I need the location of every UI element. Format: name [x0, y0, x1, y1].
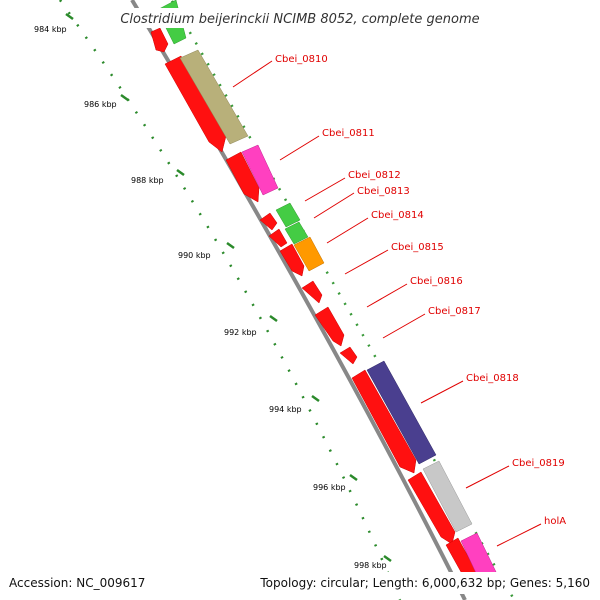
- feature-olive: [179, 49, 249, 145]
- accession-text: Accession: NC_009617: [9, 576, 145, 590]
- tick-label-990: 990 kbp: [178, 251, 211, 260]
- tick-label-988: 988 kbp: [131, 176, 164, 185]
- cds-feature: [351, 369, 417, 474]
- cds-feature: [150, 27, 169, 53]
- feature-purple: [366, 360, 437, 465]
- gene-label-cbei-0810[interactable]: Cbei_0810: [275, 54, 328, 65]
- gene-label-cbei-0812[interactable]: Cbei_0812: [348, 170, 401, 181]
- cds-feature: [225, 151, 260, 203]
- cds-feature: [301, 280, 323, 304]
- title-background: [108, 8, 494, 28]
- cds-feature: [268, 228, 288, 248]
- map-title: Clostridium beijerinckii NCIMB 8052, com…: [120, 12, 479, 27]
- gene-label-cbei-0814[interactable]: Cbei_0814: [371, 210, 424, 221]
- feature-green-2: [284, 221, 309, 245]
- cds-feature: [259, 212, 278, 231]
- gene-label-cbei-0818[interactable]: Cbei_0818: [466, 373, 519, 384]
- gene-label-cbei-0815[interactable]: Cbei_0815: [391, 242, 444, 253]
- feature-magenta: [241, 144, 279, 196]
- ruler-track: [58, 0, 402, 600]
- tick-label-998: 998 kbp: [354, 561, 387, 570]
- feature-bars: [156, 0, 501, 591]
- tick-label-992: 992 kbp: [224, 328, 257, 337]
- gene-label-cbei-0813[interactable]: Cbei_0813: [357, 186, 410, 197]
- tick-label-984: 984 kbp: [34, 25, 67, 34]
- cds-feature: [314, 306, 345, 347]
- gene-label-cbei-0816[interactable]: Cbei_0816: [410, 276, 463, 287]
- ruler-major-ticks: [65, 12, 392, 563]
- cds-feature: [339, 346, 358, 365]
- gene-label-hola[interactable]: holA: [544, 516, 566, 527]
- cds-feature: [164, 55, 227, 153]
- feature-gray: [422, 460, 473, 533]
- label-leaders: [232, 60, 542, 547]
- topology-summary: Topology: circular; Length: 6,000,632 bp…: [259, 576, 590, 590]
- gene-label-cbei-0811[interactable]: Cbei_0811: [322, 128, 375, 139]
- feature-green: [275, 202, 301, 228]
- cds-feature: [407, 471, 456, 545]
- tick-label-996: 996 kbp: [313, 483, 346, 492]
- tick-label-986: 986 kbp: [84, 100, 117, 109]
- gene-label-cbei-0819[interactable]: Cbei_0819: [512, 458, 565, 469]
- cds-feature: [279, 243, 305, 277]
- tick-label-994: 994 kbp: [269, 405, 302, 414]
- feature-orange: [293, 236, 325, 272]
- gene-label-cbei-0817[interactable]: Cbei_0817: [428, 306, 481, 317]
- footer-background: [0, 572, 600, 594]
- cds-track: [150, 27, 479, 591]
